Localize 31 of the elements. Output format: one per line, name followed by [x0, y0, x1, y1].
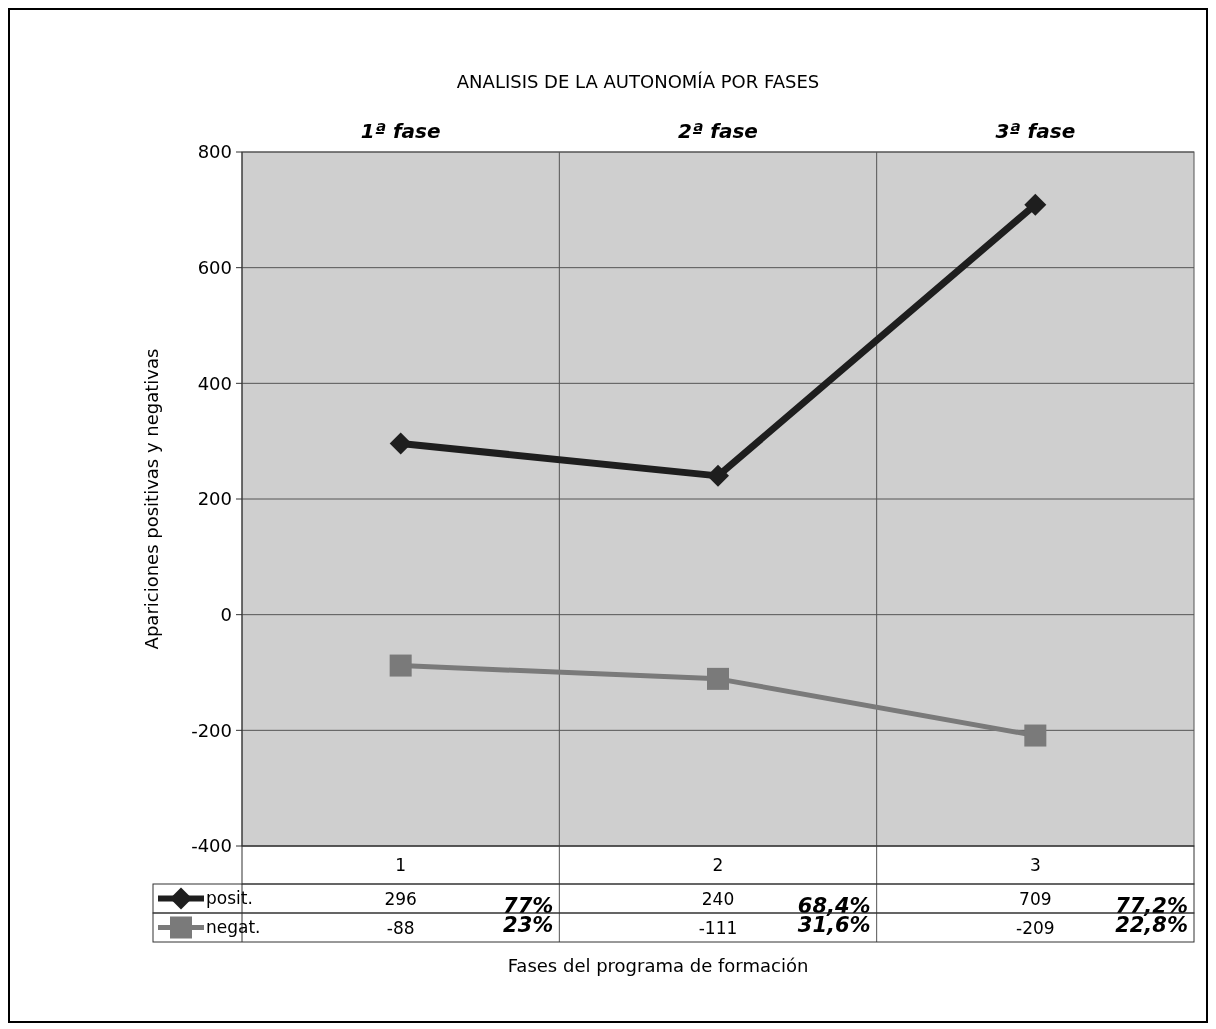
data-label: -111: [698, 918, 738, 938]
x-tick-label: 3: [1029, 855, 1041, 875]
point: [389, 432, 412, 455]
point: [1024, 724, 1047, 747]
data-label: -88: [386, 918, 415, 938]
data-label: -209: [1016, 918, 1055, 938]
y-tick-label: 400: [197, 372, 232, 394]
y-axis-title: Apariciones positivas y negativas: [141, 348, 162, 650]
legend-label: negat.: [206, 917, 261, 938]
point: [389, 654, 412, 677]
text: 2ª fase: [678, 119, 758, 143]
data-label: 709: [1019, 889, 1052, 909]
y-tick-label: 600: [197, 256, 232, 278]
point: [707, 667, 729, 690]
text: 1ª fase: [360, 119, 441, 143]
x-tick-label: 1: [395, 855, 407, 875]
x-tick-label: 2: [712, 855, 724, 875]
point: [1024, 193, 1047, 216]
y-tick-label: 800: [197, 141, 232, 163]
text: 23%: [503, 913, 554, 937]
legend-label: posit.: [206, 888, 253, 909]
y-tick-label: -400: [191, 835, 232, 857]
y-tick-label: 200: [197, 488, 232, 510]
point: [707, 464, 729, 487]
chart-title: ANALISIS DE LA AUTONOMÍA POR FASES: [456, 71, 820, 92]
x-axis-title: Fases del programa de formación: [507, 955, 809, 976]
data-label: 296: [384, 889, 417, 909]
y-tick-label: 0: [220, 603, 232, 625]
y-tick-label: -200: [191, 719, 232, 741]
data-label: 240: [701, 889, 735, 909]
text: 3ª fase: [995, 119, 1076, 143]
